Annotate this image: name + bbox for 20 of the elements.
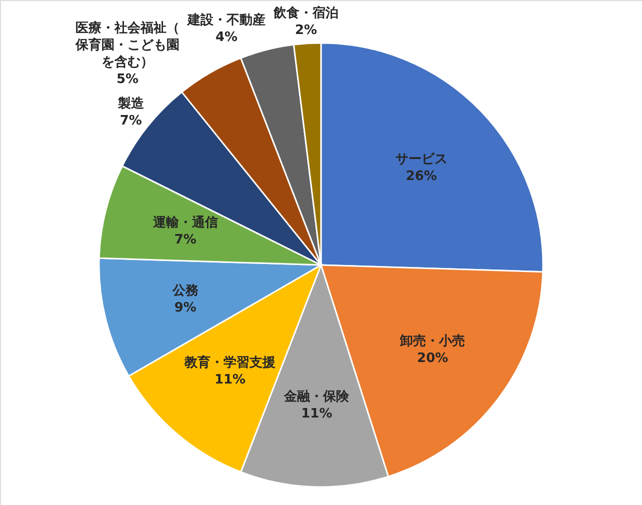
data-label: 4%: [215, 30, 238, 45]
data-label: 7%: [174, 232, 196, 248]
slice-label: 建設・不動産: [186, 12, 266, 28]
data-label: 9%: [174, 300, 196, 316]
slice-label: 金融・保険: [283, 389, 350, 404]
data-label: 20%: [417, 350, 448, 366]
data-label: 5%: [116, 72, 139, 88]
slice-label: 製造: [116, 96, 145, 112]
slice-label: 公務: [171, 284, 200, 299]
slice-label: サービス: [395, 152, 448, 168]
data-label: 26%: [406, 169, 437, 184]
slice-label: 飲食・宿泊: [272, 4, 338, 21]
slice-label: 運輸・通信: [152, 214, 218, 230]
slice-label: 卸売・小売: [399, 334, 466, 349]
data-label: 11%: [301, 406, 332, 422]
slice-label: 医療・社会福祉（保育園・こども園を含む）: [74, 20, 180, 70]
data-label: 11%: [214, 372, 246, 388]
data-label: 7%: [120, 114, 142, 129]
slice-label: 教育・学習支援: [184, 354, 276, 371]
data-label: 2%: [294, 22, 318, 38]
